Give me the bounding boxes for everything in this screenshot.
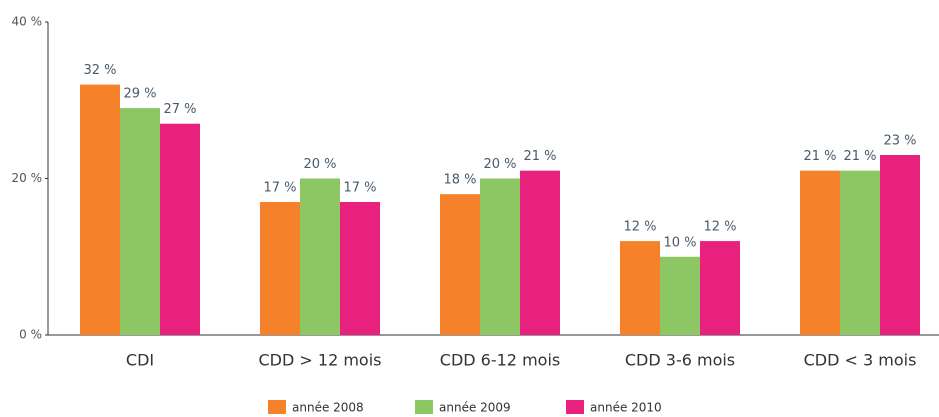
bar	[480, 178, 520, 335]
bar	[300, 178, 340, 335]
y-tick-label: 0 %	[19, 328, 42, 342]
bar	[840, 170, 880, 335]
value-label: 32 %	[83, 63, 116, 78]
bar	[120, 108, 160, 335]
value-label: 17 %	[343, 180, 376, 195]
value-label: 21 %	[523, 149, 556, 164]
legend-swatch	[566, 400, 584, 414]
bar	[260, 201, 300, 335]
bar	[800, 170, 840, 335]
bar	[160, 123, 200, 335]
legend-label: année 2009	[439, 401, 511, 415]
value-label: 20 %	[303, 157, 336, 172]
bar	[700, 241, 740, 335]
x-tick-label: CDI	[126, 351, 154, 370]
value-label: 27 %	[163, 102, 196, 117]
y-tick-label: 40 %	[12, 15, 43, 29]
value-label: 20 %	[483, 157, 516, 172]
bar	[80, 84, 120, 335]
value-label: 12 %	[623, 220, 656, 235]
value-label: 17 %	[263, 180, 296, 195]
value-label: 23 %	[883, 134, 916, 149]
y-tick-label: 20 %	[12, 171, 43, 185]
value-label: 21 %	[803, 149, 836, 164]
x-tick-label: CDD > 12 mois	[259, 351, 382, 370]
bar	[340, 201, 380, 335]
value-label: 29 %	[123, 87, 156, 102]
value-label: 21 %	[843, 149, 876, 164]
legend-label: année 2008	[292, 401, 364, 415]
legend-label: année 2010	[590, 401, 662, 415]
bar	[620, 241, 660, 335]
x-tick-label: CDD < 3 mois	[804, 351, 917, 370]
value-label: 18 %	[443, 173, 476, 188]
bar	[440, 194, 480, 335]
x-tick-label: CDD 6-12 mois	[440, 351, 560, 370]
bar	[660, 256, 700, 335]
legend-swatch	[268, 400, 286, 414]
value-label: 12 %	[703, 220, 736, 235]
x-tick-label: CDD 3-6 mois	[625, 351, 735, 370]
bar	[520, 170, 560, 335]
value-label: 10 %	[663, 235, 696, 250]
legend-swatch	[415, 400, 433, 414]
bar	[880, 155, 920, 335]
